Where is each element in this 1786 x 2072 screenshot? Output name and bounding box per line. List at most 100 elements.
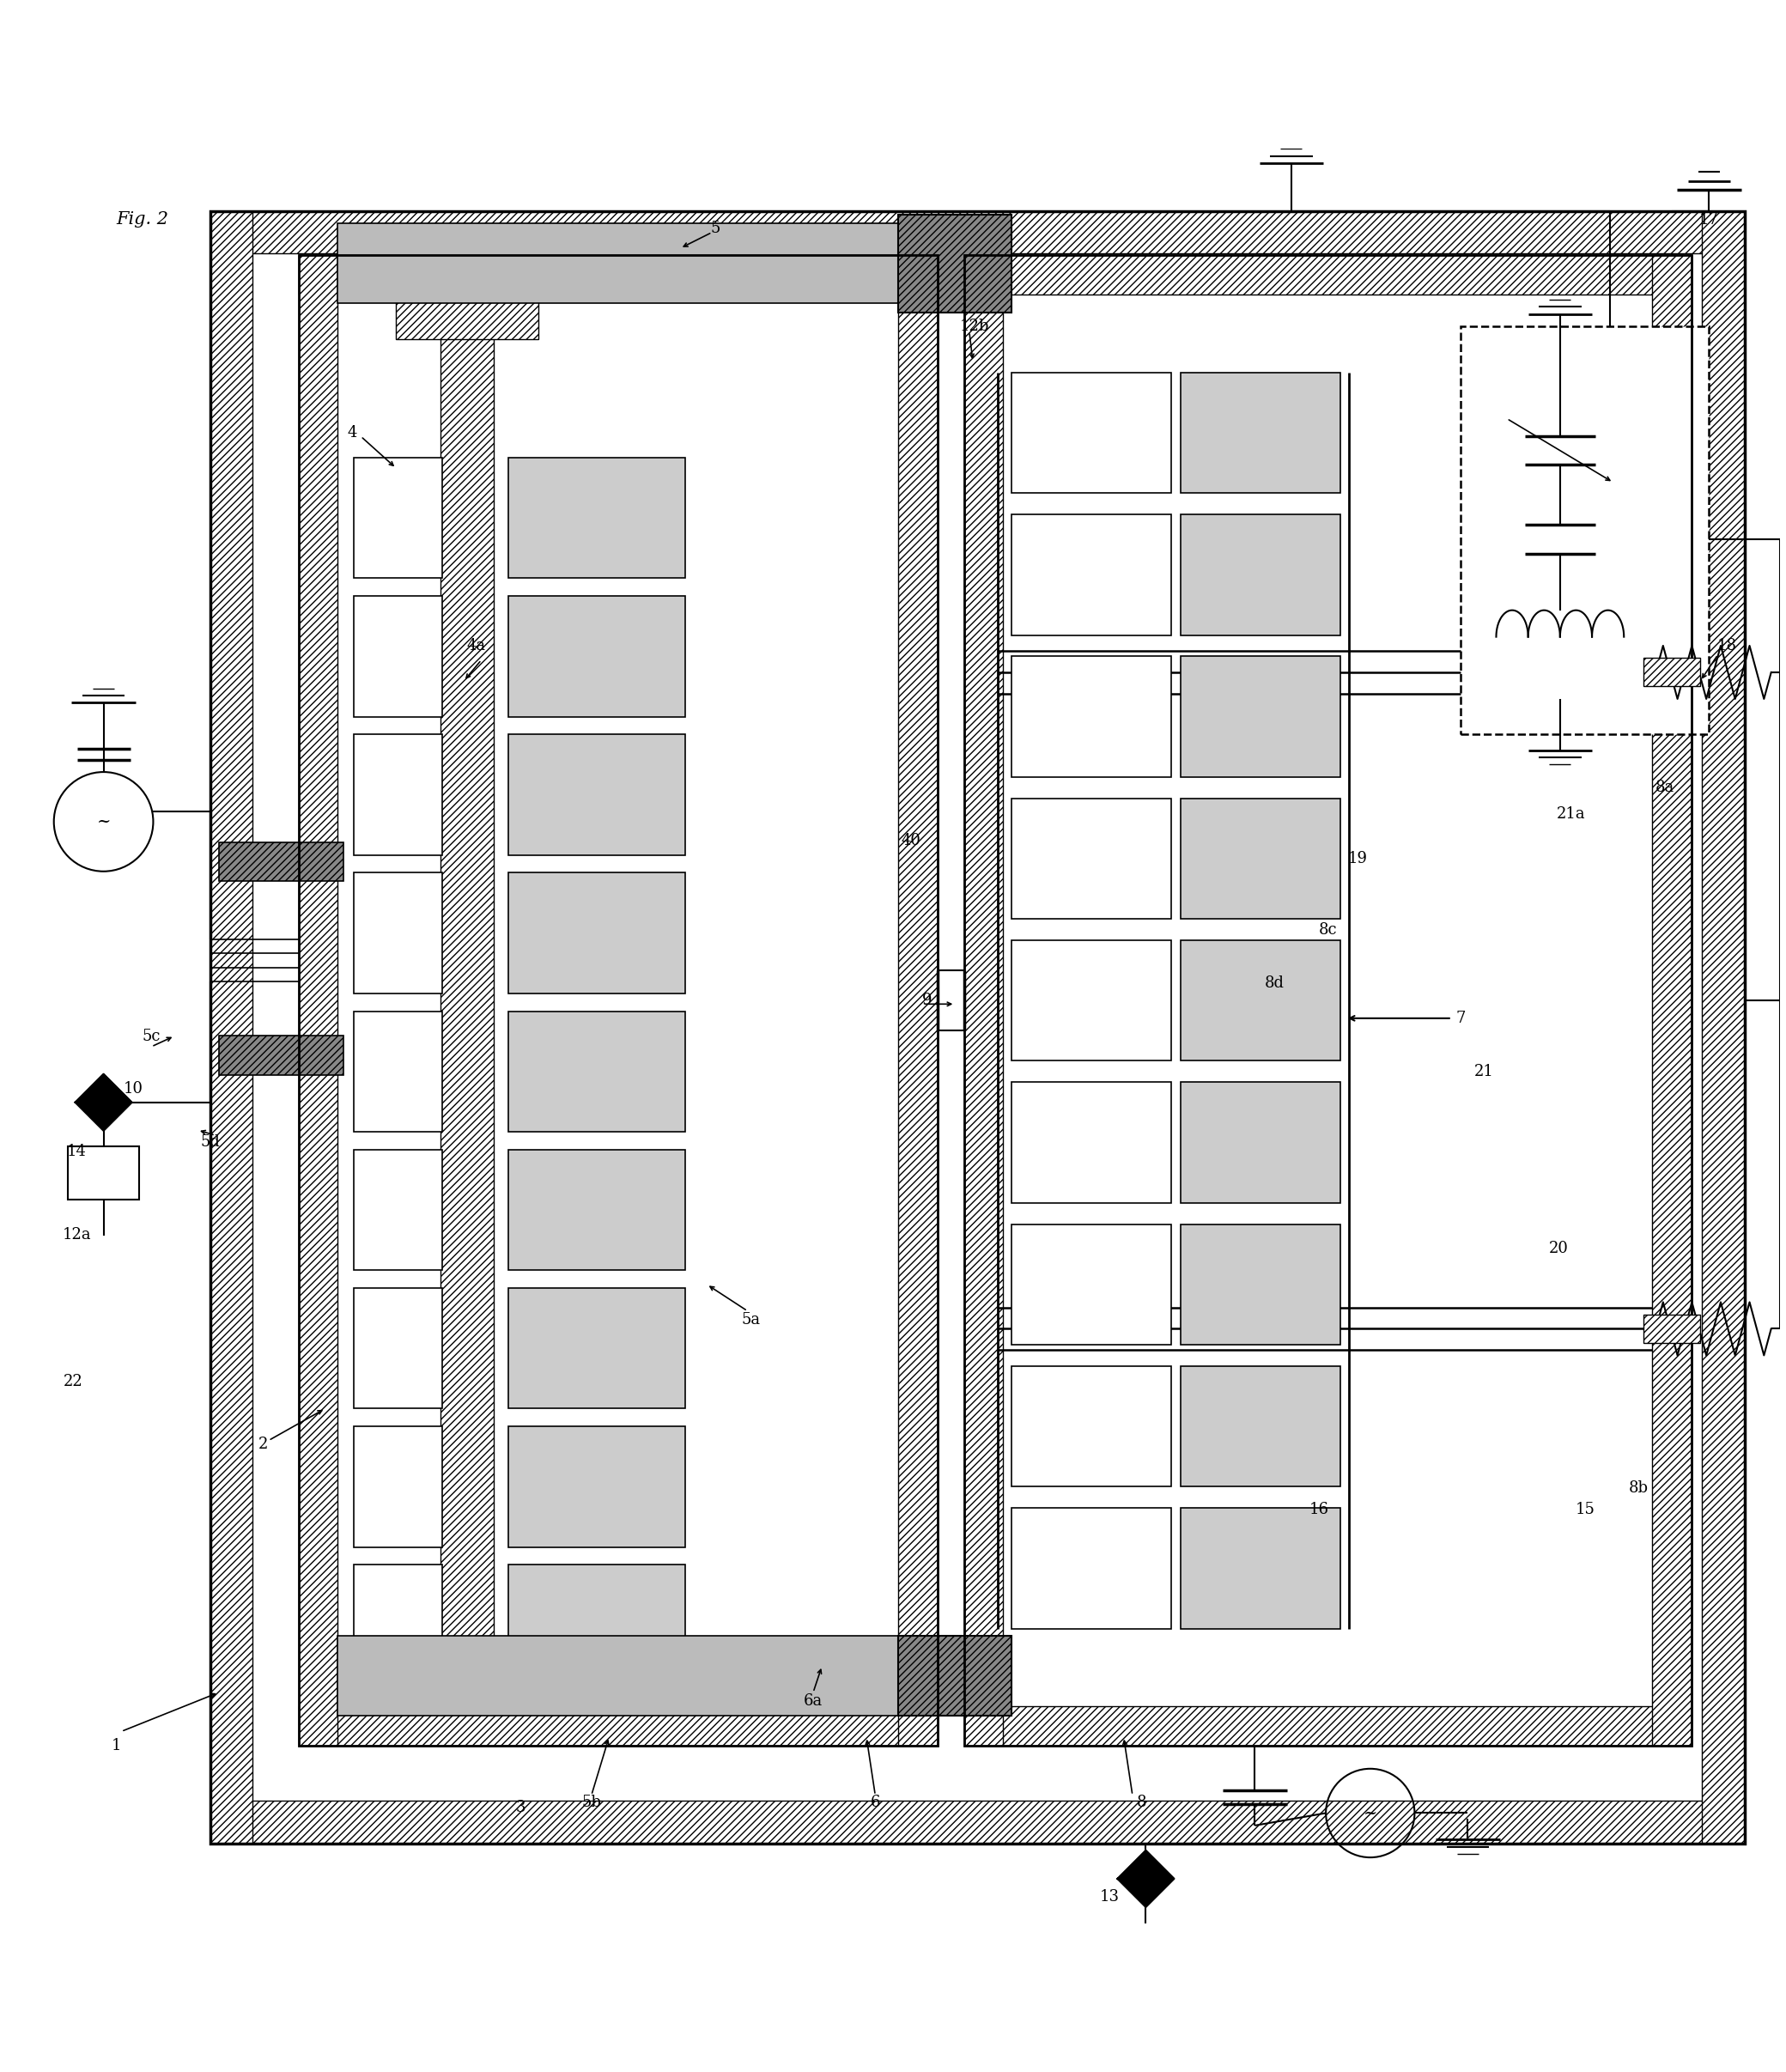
Bar [220, 841, 343, 881]
Text: 7: 7 [1456, 1011, 1466, 1026]
Bar [220, 1036, 343, 1075]
Text: 17: 17 [1698, 211, 1718, 228]
Text: Fig. 2: Fig. 2 [116, 211, 168, 228]
Bar [898, 255, 938, 1745]
Bar [354, 1289, 443, 1409]
Bar [354, 1150, 443, 1270]
Bar [1181, 1082, 1340, 1202]
Text: 2: 2 [259, 1436, 268, 1452]
Text: 40: 40 [900, 833, 920, 850]
Bar [298, 1707, 938, 1745]
Bar [298, 255, 938, 1745]
Bar [1013, 941, 1172, 1061]
Bar [1181, 1508, 1340, 1629]
Bar [507, 1564, 686, 1685]
Bar [396, 294, 538, 338]
Bar [1013, 657, 1172, 777]
Polygon shape [1118, 1850, 1173, 1906]
Bar [211, 211, 1745, 1844]
Bar [1652, 255, 1691, 1745]
Polygon shape [75, 1073, 132, 1131]
Bar [507, 1289, 686, 1409]
Bar [68, 1146, 139, 1200]
Bar [1702, 211, 1745, 1844]
Bar [964, 255, 1004, 1745]
Bar [507, 1426, 686, 1548]
Bar [1013, 1082, 1172, 1202]
Text: 8: 8 [1136, 1794, 1147, 1811]
Bar [354, 872, 443, 992]
Text: 21: 21 [1473, 1063, 1493, 1080]
Bar [1181, 514, 1340, 634]
Text: 18: 18 [1716, 638, 1736, 653]
Bar [507, 1011, 686, 1131]
Bar [1013, 373, 1172, 493]
Bar [507, 1150, 686, 1270]
Bar [1643, 659, 1700, 686]
Bar [1181, 1365, 1340, 1486]
Text: 4a: 4a [466, 638, 486, 653]
Text: 16: 16 [1309, 1502, 1329, 1517]
Bar [964, 255, 1691, 294]
Text: 13: 13 [1100, 1890, 1120, 1904]
Bar [1013, 1225, 1172, 1345]
Text: 15: 15 [1575, 1502, 1595, 1517]
Text: 5d: 5d [200, 1135, 220, 1150]
Bar [507, 733, 686, 856]
Text: 5b: 5b [582, 1794, 602, 1811]
Bar [354, 458, 443, 578]
Text: 12a: 12a [63, 1227, 91, 1243]
Bar [1181, 657, 1340, 777]
Bar [1181, 373, 1340, 493]
Bar [354, 1426, 443, 1548]
Bar [338, 224, 898, 303]
Bar [396, 1662, 538, 1707]
Bar [1181, 941, 1340, 1061]
Bar [1013, 1508, 1172, 1629]
Bar [964, 1707, 1691, 1745]
Bar [298, 255, 338, 1745]
Text: 8b: 8b [1629, 1481, 1648, 1496]
Bar [1013, 798, 1172, 918]
Bar [1013, 514, 1172, 634]
Bar [898, 215, 1013, 313]
Bar [507, 458, 686, 578]
Bar [354, 1011, 443, 1131]
Text: 5c: 5c [143, 1028, 161, 1044]
Bar [1461, 327, 1709, 733]
Text: 19: 19 [1348, 852, 1368, 866]
Text: 8d: 8d [1264, 976, 1284, 990]
Bar [354, 733, 443, 856]
Text: 9: 9 [922, 992, 932, 1009]
Text: 8c: 8c [1318, 922, 1338, 937]
Text: 5: 5 [711, 222, 720, 236]
Text: 22: 22 [64, 1374, 84, 1390]
Bar [354, 597, 443, 717]
Bar [338, 1635, 898, 1716]
Text: 14: 14 [68, 1144, 88, 1158]
Text: 6a: 6a [804, 1693, 823, 1709]
Text: 10: 10 [123, 1082, 143, 1096]
Text: 12b: 12b [959, 319, 989, 334]
Bar [1013, 1365, 1172, 1486]
Text: 8a: 8a [1656, 779, 1673, 796]
Bar [507, 872, 686, 992]
Text: ~: ~ [96, 814, 111, 829]
Bar [507, 597, 686, 717]
Bar [898, 1635, 1013, 1716]
Text: 4: 4 [346, 425, 357, 441]
Bar [964, 255, 1691, 1745]
Bar [1643, 1314, 1700, 1343]
Text: 6: 6 [870, 1794, 880, 1811]
Bar [1181, 798, 1340, 918]
Text: 1: 1 [111, 1738, 121, 1753]
Bar [298, 255, 938, 294]
Text: 3: 3 [516, 1801, 525, 1815]
Text: 21a: 21a [1556, 806, 1586, 823]
Bar [211, 211, 252, 1844]
Text: 5a: 5a [741, 1312, 761, 1328]
Text: ~: ~ [1363, 1805, 1377, 1821]
Text: 20: 20 [1548, 1241, 1568, 1256]
Bar [354, 1564, 443, 1685]
Bar [211, 1801, 1745, 1844]
